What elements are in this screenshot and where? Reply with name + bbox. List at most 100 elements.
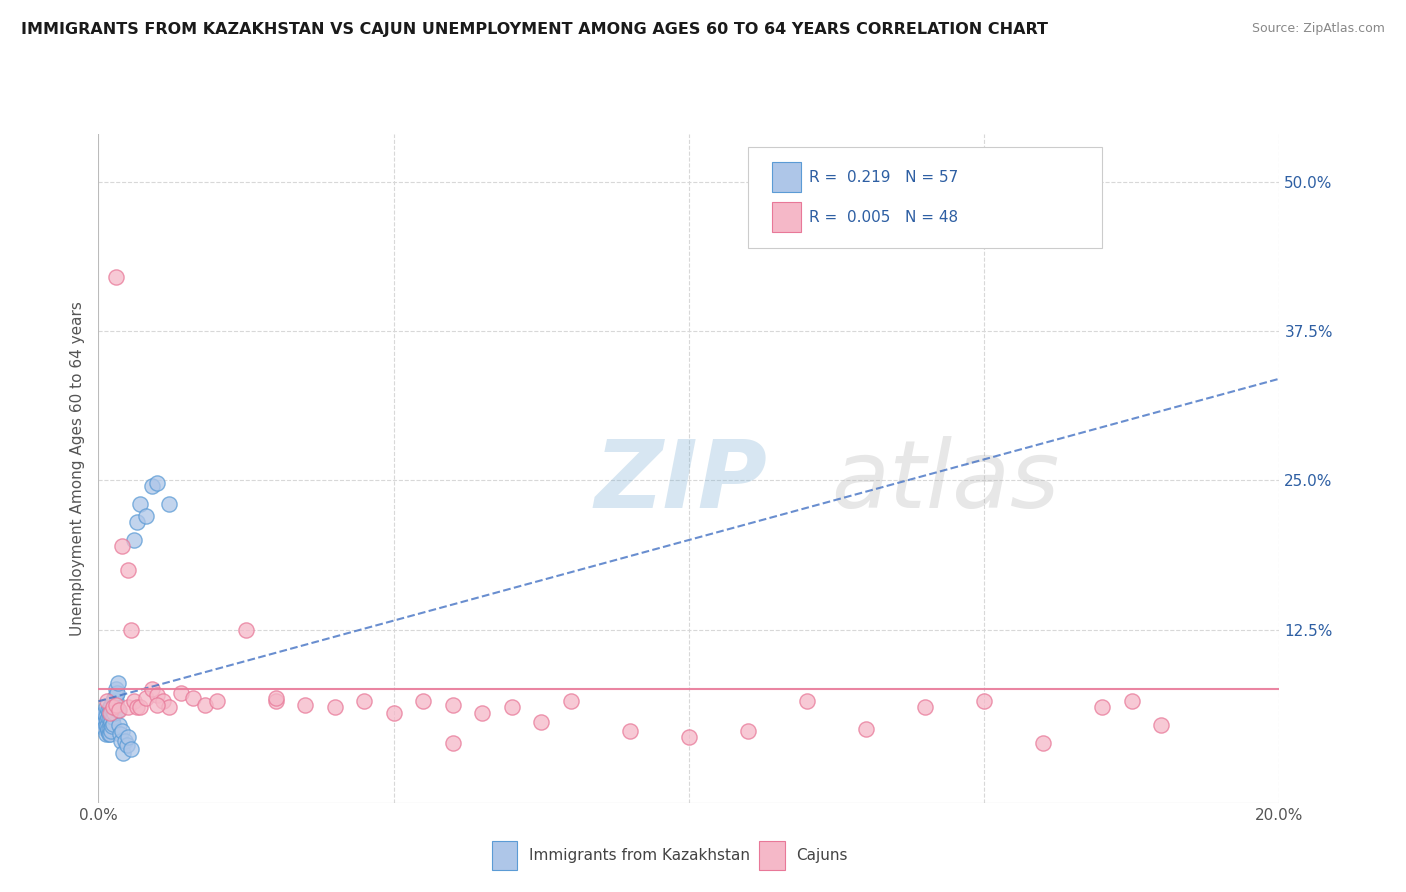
Text: Source: ZipAtlas.com: Source: ZipAtlas.com xyxy=(1251,22,1385,36)
Point xyxy=(125,515,148,529)
Y-axis label: Unemployment Among Ages 60 to 64 years: Unemployment Among Ages 60 to 64 years xyxy=(69,301,84,636)
Point xyxy=(98,726,121,740)
Point xyxy=(125,700,148,714)
Point xyxy=(117,700,139,714)
Point xyxy=(100,724,122,739)
Point xyxy=(1150,718,1173,732)
Point xyxy=(94,726,117,740)
Text: IMMIGRANTS FROM KAZAKHSTAN VS CAJUN UNEMPLOYMENT AMONG AGES 60 TO 64 YEARS CORRE: IMMIGRANTS FROM KAZAKHSTAN VS CAJUN UNEM… xyxy=(21,22,1047,37)
Point xyxy=(104,688,127,702)
Point xyxy=(412,694,434,708)
Point xyxy=(101,719,124,733)
Point xyxy=(181,690,204,705)
Point xyxy=(111,724,134,739)
Point xyxy=(94,708,117,723)
Point xyxy=(93,710,115,724)
Point xyxy=(619,724,641,739)
Point xyxy=(441,736,464,750)
Point xyxy=(103,690,125,705)
Point xyxy=(120,742,142,756)
Text: R =  0.219   N = 57: R = 0.219 N = 57 xyxy=(810,169,959,185)
Point xyxy=(98,722,121,736)
Point xyxy=(107,676,129,690)
Point xyxy=(115,739,138,753)
Point xyxy=(103,710,125,724)
Point xyxy=(94,718,117,732)
Point xyxy=(91,712,114,726)
Point xyxy=(111,539,134,553)
Point xyxy=(157,700,180,714)
Point xyxy=(560,694,582,708)
Point xyxy=(101,694,124,708)
Point xyxy=(103,706,125,721)
Point xyxy=(98,712,121,726)
Point xyxy=(108,703,131,717)
Point xyxy=(105,682,128,697)
Point xyxy=(1032,736,1054,750)
Point xyxy=(323,700,346,714)
Point xyxy=(264,694,287,708)
Point xyxy=(146,698,169,712)
Point xyxy=(152,694,174,708)
FancyBboxPatch shape xyxy=(772,162,801,193)
Point xyxy=(914,700,936,714)
Point xyxy=(128,497,150,511)
Point xyxy=(97,710,120,724)
Point xyxy=(107,703,129,717)
Text: Cajuns: Cajuns xyxy=(796,848,848,863)
Point xyxy=(105,686,128,700)
Point xyxy=(97,703,120,717)
Point xyxy=(98,726,121,740)
Point xyxy=(105,694,128,708)
Point xyxy=(110,733,132,747)
Point xyxy=(146,475,169,490)
Point xyxy=(141,682,163,697)
Text: atlas: atlas xyxy=(831,436,1059,527)
Point xyxy=(122,694,145,708)
Point xyxy=(93,721,115,735)
FancyBboxPatch shape xyxy=(748,147,1102,248)
Point xyxy=(796,694,818,708)
Point xyxy=(471,706,494,721)
FancyBboxPatch shape xyxy=(772,202,801,233)
Point xyxy=(103,717,125,731)
Point xyxy=(112,746,135,760)
Point xyxy=(441,698,464,712)
Point xyxy=(855,722,877,736)
Point xyxy=(97,722,120,736)
Point xyxy=(1091,700,1114,714)
Point xyxy=(294,698,316,712)
Text: ZIP: ZIP xyxy=(595,435,768,528)
Point xyxy=(264,690,287,705)
Point xyxy=(205,694,228,708)
Point xyxy=(97,724,120,739)
Point xyxy=(973,694,995,708)
Point xyxy=(101,703,124,717)
Point xyxy=(96,714,118,728)
Point xyxy=(94,700,117,714)
Point xyxy=(235,623,257,637)
Point xyxy=(91,714,114,729)
Point xyxy=(108,718,131,732)
Point xyxy=(103,700,125,714)
Point xyxy=(98,706,121,721)
Point xyxy=(194,698,217,712)
Point xyxy=(1121,694,1143,708)
Point xyxy=(353,694,375,708)
Point xyxy=(146,688,169,702)
Point xyxy=(96,719,118,733)
Point xyxy=(122,533,145,547)
Point xyxy=(105,698,128,712)
Point xyxy=(108,726,131,740)
Text: R =  0.005   N = 48: R = 0.005 N = 48 xyxy=(810,210,959,225)
Point xyxy=(128,700,150,714)
Point xyxy=(501,700,523,714)
Point xyxy=(114,733,136,747)
Point xyxy=(141,479,163,493)
Point xyxy=(98,706,121,721)
Point xyxy=(100,698,122,712)
Point xyxy=(93,715,115,730)
Point xyxy=(104,700,127,714)
Point xyxy=(678,730,700,744)
Point xyxy=(135,690,157,705)
